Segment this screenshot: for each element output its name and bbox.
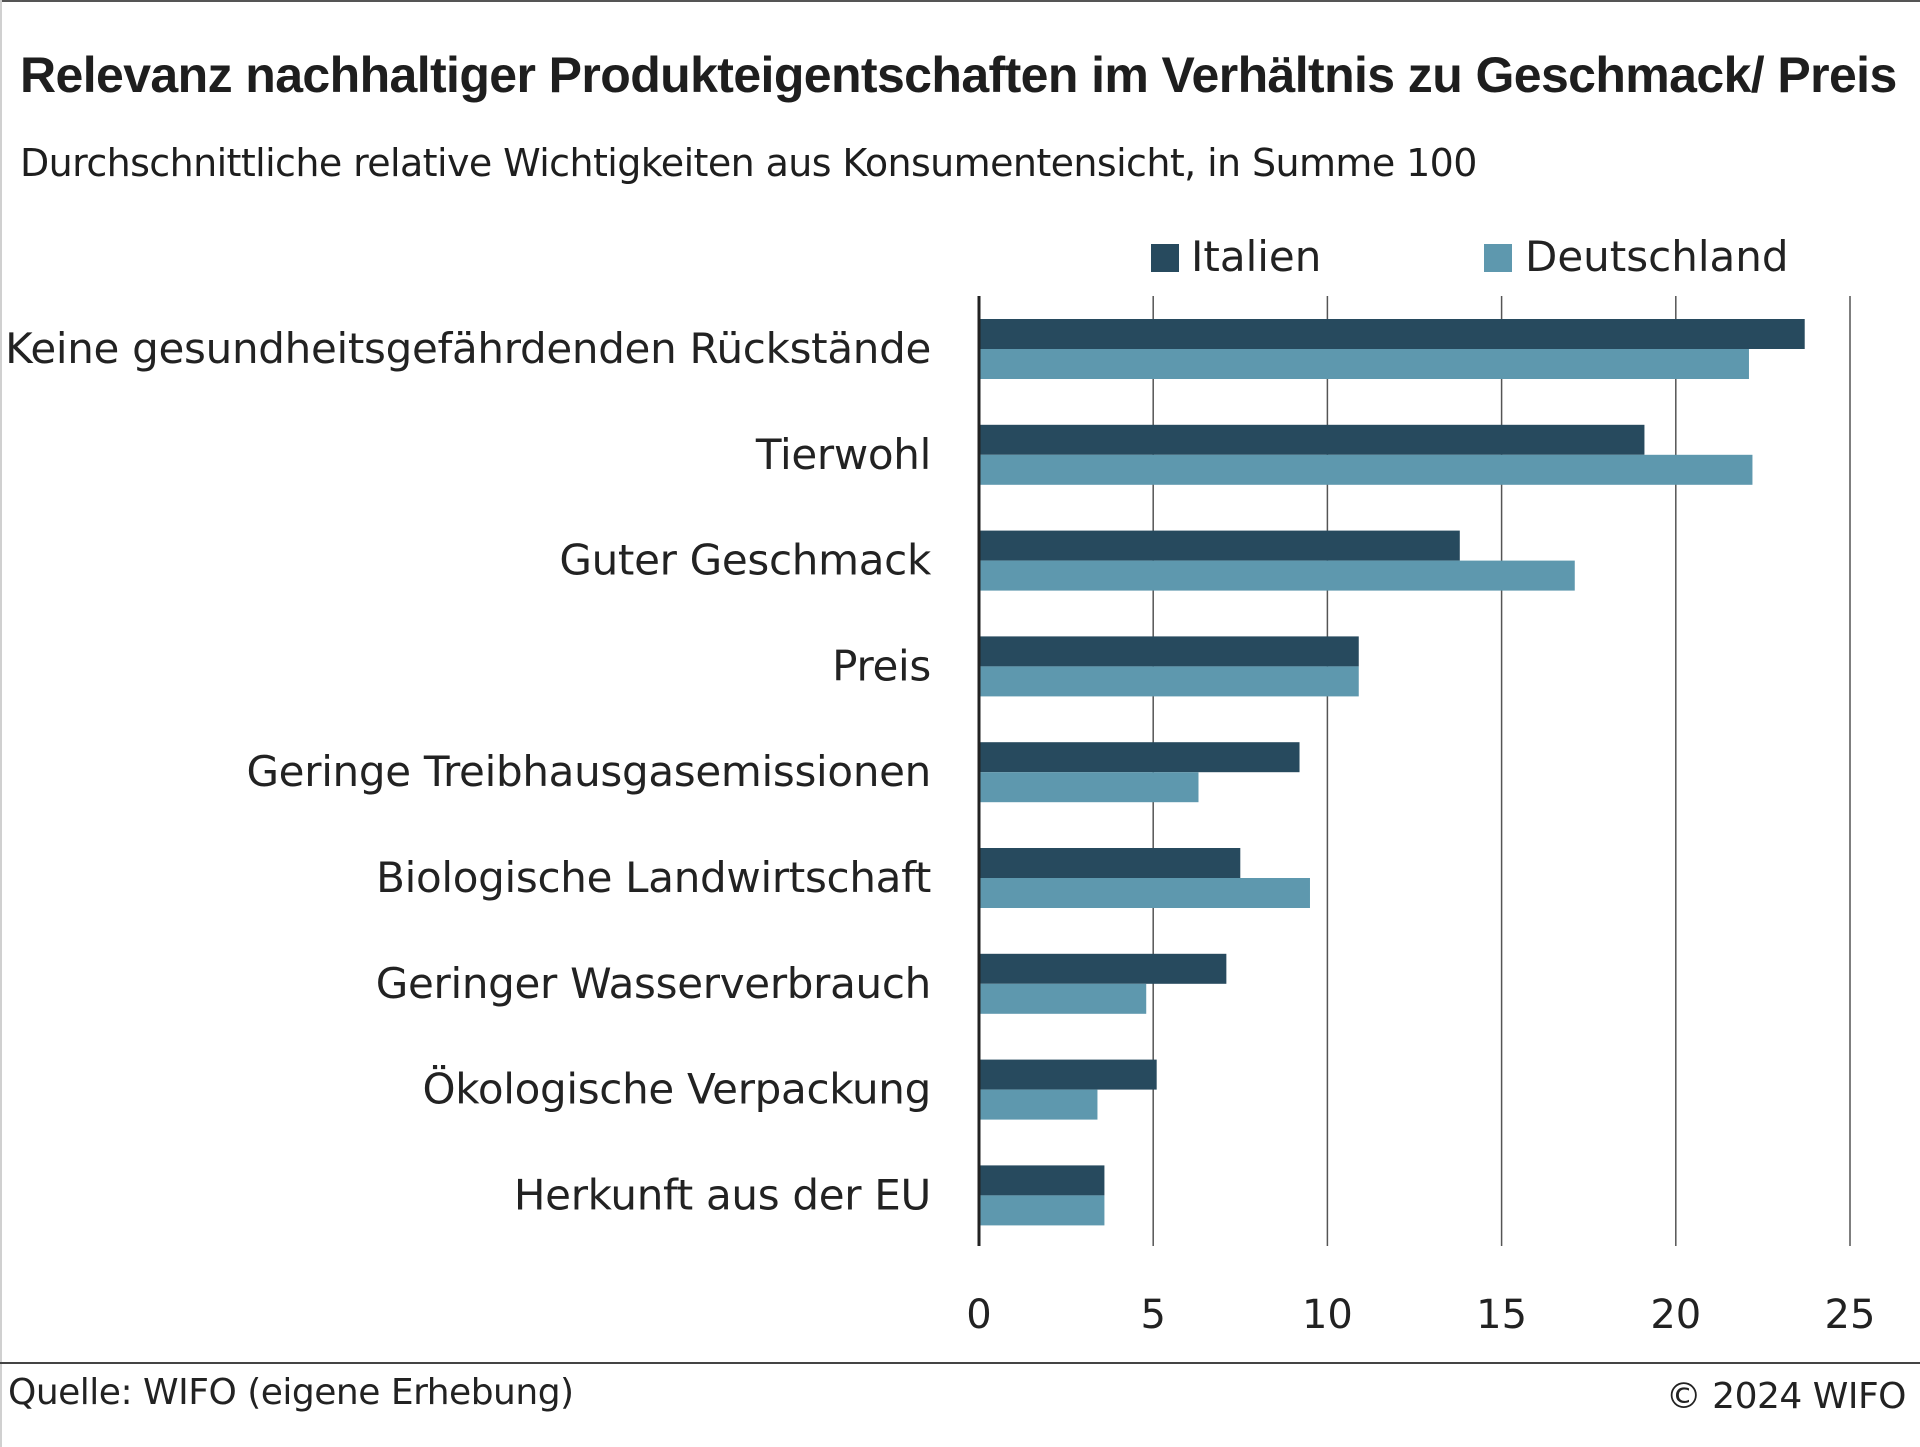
legend-swatch-italien xyxy=(1151,244,1179,272)
bar-italien xyxy=(979,742,1300,773)
x-tick-label: 0 xyxy=(966,1292,991,1338)
bar-italien xyxy=(979,953,1227,984)
x-tick-label: 15 xyxy=(1476,1292,1527,1338)
bar-italien xyxy=(979,530,1460,561)
bar-italien xyxy=(979,1059,1157,1090)
bar-deutschland xyxy=(979,666,1359,697)
bar-italien xyxy=(979,636,1359,667)
chart-title: Relevanz nachhaltiger Produkteigentschaf… xyxy=(20,47,1897,103)
chart-subtitle: Durchschnittliche relative Wichtigkeiten… xyxy=(20,141,1477,185)
x-tick-label: 5 xyxy=(1140,1292,1165,1338)
x-tick-label: 25 xyxy=(1825,1292,1876,1338)
bar-deutschland xyxy=(979,349,1749,379)
bar-deutschland xyxy=(979,878,1310,908)
category-label: Herkunft aus der EU xyxy=(514,1170,931,1219)
bar-italien xyxy=(979,848,1241,878)
bar-deutschland xyxy=(979,772,1199,803)
category-label: Ökologische Verpackung xyxy=(423,1064,931,1114)
legend: Italien Deutschland xyxy=(1151,232,1789,281)
x-tick-label: 10 xyxy=(1302,1292,1353,1338)
x-tick-labels: 0 5 10 15 20 25 xyxy=(966,1292,1875,1338)
category-label: Biologische Landwirtschaft xyxy=(376,853,931,902)
frame-top-border xyxy=(0,0,1920,2)
source-note: Quelle: WIFO (eigene Erhebung) xyxy=(8,1372,574,1413)
bar-deutschland xyxy=(979,983,1147,1014)
bar-deutschland xyxy=(979,560,1575,591)
bar-deutschland xyxy=(979,1195,1105,1226)
bar-deutschland xyxy=(979,454,1753,485)
bar-italien xyxy=(979,1165,1105,1196)
legend-label-italien: Italien xyxy=(1191,232,1321,281)
footer-divider xyxy=(0,1362,1920,1364)
legend-label-deutschland: Deutschland xyxy=(1525,232,1789,281)
category-label: Preis xyxy=(832,641,931,690)
bar-deutschland xyxy=(979,1089,1098,1120)
legend-swatch-deutschland xyxy=(1484,244,1512,272)
category-label: Geringe Treibhausgasemissionen xyxy=(246,747,931,796)
frame-left-border xyxy=(0,0,2,1447)
category-label: Geringer Wasserverbrauch xyxy=(376,959,931,1008)
bars xyxy=(977,296,1805,1246)
x-tick-label: 20 xyxy=(1650,1292,1701,1338)
bar-italien xyxy=(979,424,1645,455)
bar-italien xyxy=(979,319,1805,349)
category-label: Keine gesundheitsgefährdenden Rückstände xyxy=(5,324,931,373)
category-labels: Keine gesundheitsgefährdenden Rückstände… xyxy=(5,324,932,1219)
category-label: Guter Geschmack xyxy=(559,536,932,585)
copyright-note: © 2024 WIFO xyxy=(1665,1376,1907,1417)
category-label: Tierwohl xyxy=(755,430,931,479)
